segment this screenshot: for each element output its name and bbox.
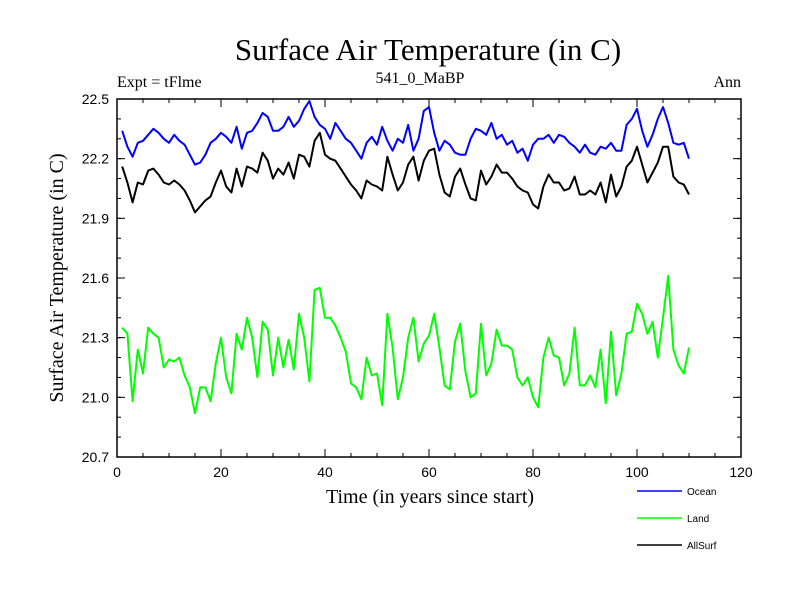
- chart-title: Surface Air Temperature (in C): [235, 32, 621, 67]
- legend-label-ocean: Ocean: [687, 487, 716, 498]
- x-tick-label: 100: [625, 464, 649, 480]
- legend: Ocean Land AllSurf: [637, 487, 717, 552]
- x-tick-label: 60: [421, 464, 437, 480]
- y-tick-label: 21.0: [82, 389, 109, 405]
- x-tick-label: 20: [213, 464, 229, 480]
- x-tick-label: 0: [113, 464, 121, 480]
- data-series: [121, 100, 690, 415]
- x-tick-label: 80: [525, 464, 541, 480]
- series-line-land: [121, 275, 690, 415]
- season-label: Ann: [713, 74, 741, 91]
- y-tick-label: 22.5: [82, 91, 109, 107]
- legend-label-allsurf: AllSurf: [687, 541, 717, 552]
- chart-subtitle: 541_0_MaBP: [376, 70, 465, 87]
- y-tick-label: 21.9: [82, 210, 109, 226]
- x-axis-label: Time (in years since start): [326, 486, 534, 508]
- axes-ticks: 20.7 21.0 21.3 21.6 21.9 22.2 22.5 0 20 40 60 80 100…: [82, 91, 753, 480]
- plot-frame: [116, 98, 742, 458]
- x-tick-label: 40: [317, 464, 333, 480]
- series-line-ocean: [121, 100, 690, 166]
- y-tick-label: 21.6: [82, 270, 109, 286]
- y-tick-label: 20.7: [82, 449, 109, 465]
- y-tick-label: 22.2: [82, 151, 109, 167]
- y-axis-label: Surface Air Temperature (in C): [46, 153, 68, 402]
- y-tick-label: 21.3: [82, 330, 109, 346]
- x-tick-label: 120: [729, 464, 753, 480]
- series-line-allsurf: [121, 131, 690, 214]
- experiment-label: Expt = tFlme: [117, 74, 202, 91]
- legend-label-land: Land: [687, 514, 709, 525]
